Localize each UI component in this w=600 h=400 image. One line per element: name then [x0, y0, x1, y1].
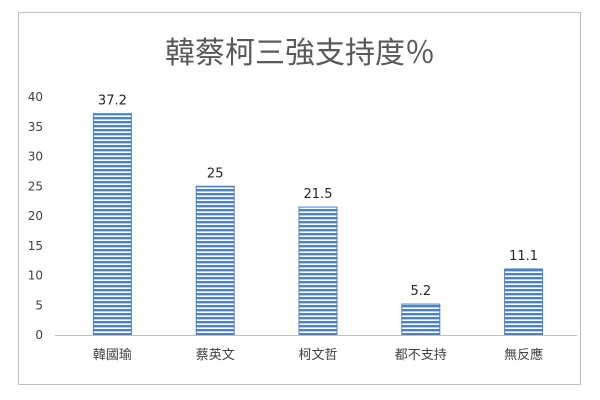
- bar: [92, 113, 132, 336]
- y-tick-label: 20: [28, 209, 43, 223]
- data-label: 21.5: [304, 187, 333, 202]
- y-tick-label: 35: [28, 120, 43, 134]
- y-tick-label: 10: [28, 269, 43, 283]
- data-label: 11.1: [509, 249, 538, 264]
- x-axis-categories: 韓國瑜 蔡英文 柯文哲 都不支持 無反應: [93, 347, 543, 363]
- chart-title: 韓蔡柯三強支持度％: [165, 36, 435, 71]
- y-tick-label: 40: [28, 90, 43, 104]
- data-label: 5.2: [410, 284, 431, 299]
- x-category-label: 蔡英文: [196, 348, 235, 363]
- bar: [195, 185, 235, 336]
- x-category-label: 韓國瑜: [93, 348, 132, 363]
- bar: [401, 303, 441, 336]
- y-tick-label: 30: [28, 150, 43, 164]
- data-label: 25: [207, 166, 224, 181]
- bar: [504, 268, 544, 336]
- y-tick-label: 25: [28, 179, 43, 193]
- y-axis-ticks: 0 5 10 15 20 25 30 35 40: [28, 90, 43, 342]
- bar: [298, 206, 338, 336]
- data-label: 37.2: [98, 94, 127, 109]
- bar-chart: 韓蔡柯三強支持度％ 0 5 10 15 20 25 30 35 40 37.2 25 21.5 5.2…: [28, 36, 577, 363]
- chart-frame: 韓蔡柯三強支持度％ 0 5 10 15 20 25 30 35 40 37.2 25 21.5 5.2…: [18, 12, 581, 385]
- data-labels: 37.2 25 21.5 5.2 11.1: [98, 94, 538, 299]
- y-tick-label: 0: [35, 328, 43, 342]
- x-category-label: 無反應: [504, 347, 543, 363]
- x-category-label: 柯文哲: [298, 348, 337, 363]
- y-tick-label: 5: [35, 298, 43, 312]
- y-tick-label: 15: [28, 239, 43, 253]
- x-category-label: 都不支持: [395, 348, 447, 363]
- bars: [92, 113, 544, 336]
